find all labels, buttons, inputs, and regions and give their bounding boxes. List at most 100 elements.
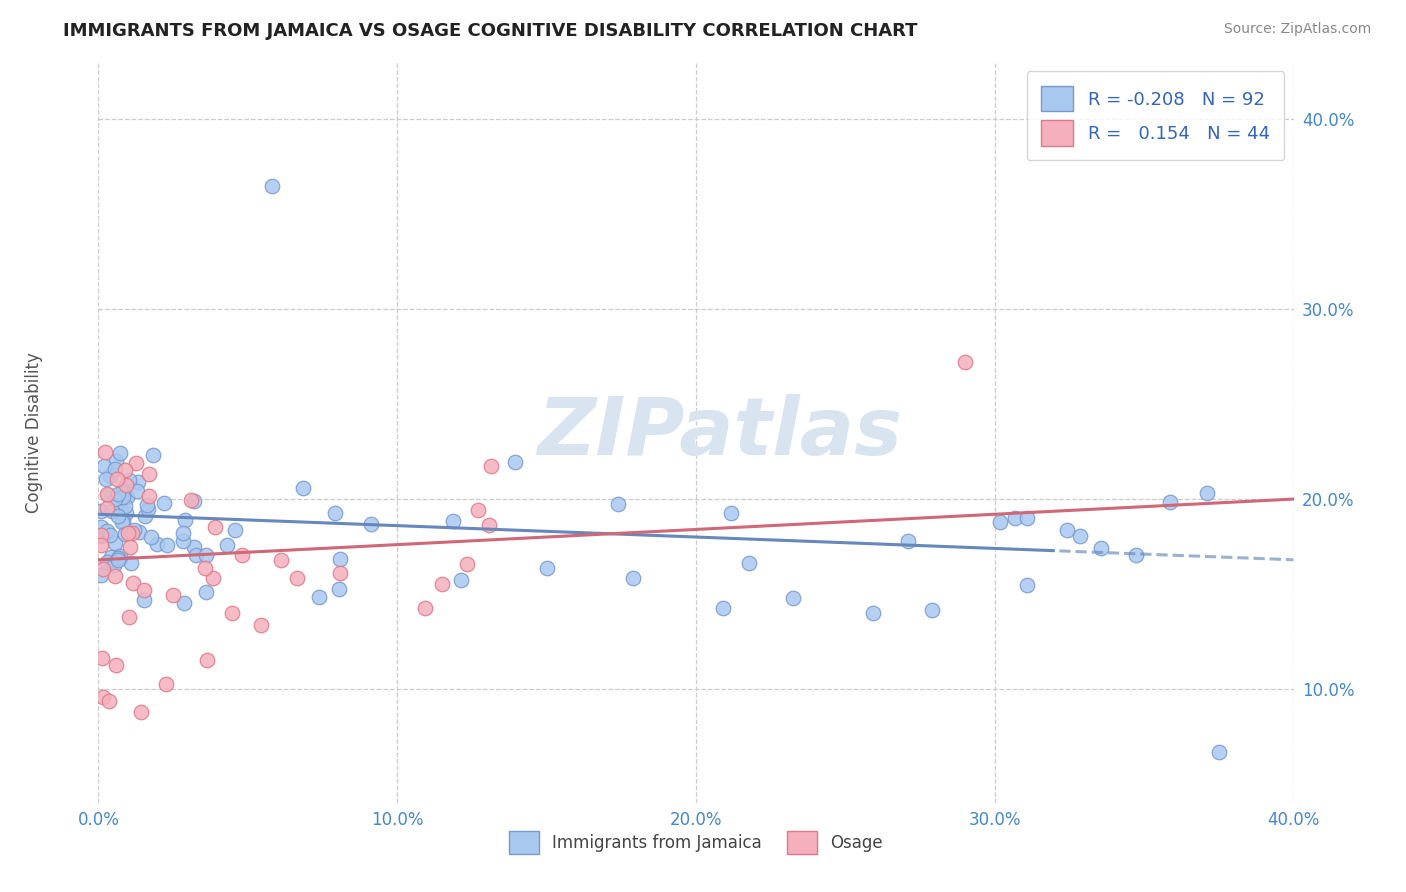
Point xyxy=(202,571,225,585)
Text: ZIPatlas: ZIPatlas xyxy=(537,393,903,472)
Point xyxy=(90,651,112,665)
Point xyxy=(94,472,117,486)
Point xyxy=(111,515,134,529)
Point xyxy=(111,490,134,504)
Point xyxy=(125,483,148,498)
Point xyxy=(738,556,761,570)
Point xyxy=(249,617,271,632)
Point xyxy=(90,538,112,552)
Point xyxy=(115,490,138,504)
Point xyxy=(104,454,127,468)
Point xyxy=(121,526,143,541)
Point xyxy=(124,523,146,537)
Point xyxy=(162,588,184,602)
Point xyxy=(308,591,330,605)
Point xyxy=(138,467,160,481)
Point xyxy=(896,534,918,549)
Point xyxy=(134,582,156,597)
Point xyxy=(621,571,644,585)
Point xyxy=(152,495,174,509)
Point xyxy=(103,558,125,573)
Point xyxy=(142,448,165,462)
Point xyxy=(270,553,292,567)
Point xyxy=(98,469,121,483)
Point xyxy=(1208,745,1230,759)
Point xyxy=(360,517,382,532)
Legend: Immigrants from Jamaica, Osage: Immigrants from Jamaica, Osage xyxy=(502,824,890,861)
Point xyxy=(100,549,122,564)
Point xyxy=(118,610,141,624)
Text: IMMIGRANTS FROM JAMAICA VS OSAGE COGNITIVE DISABILITY CORRELATION CHART: IMMIGRANTS FROM JAMAICA VS OSAGE COGNITI… xyxy=(63,22,918,40)
Point xyxy=(172,525,194,540)
Point xyxy=(135,498,157,512)
Point xyxy=(988,515,1011,529)
Point xyxy=(127,475,149,490)
Point xyxy=(105,472,128,486)
Point xyxy=(1195,486,1218,500)
Point xyxy=(108,505,131,519)
Point xyxy=(101,504,124,518)
Point xyxy=(118,473,141,487)
Point xyxy=(193,561,215,575)
Point xyxy=(260,178,283,193)
Point xyxy=(98,694,121,708)
Point xyxy=(329,552,352,566)
Point xyxy=(291,481,314,495)
Point xyxy=(115,506,138,520)
Point xyxy=(96,555,118,569)
Point xyxy=(195,548,218,562)
Point xyxy=(112,483,135,498)
Point xyxy=(231,549,253,563)
Point xyxy=(287,571,309,585)
Point xyxy=(107,551,129,566)
Point xyxy=(122,576,145,591)
Point xyxy=(1069,529,1091,543)
Point xyxy=(114,499,136,513)
Point xyxy=(456,558,478,572)
Point xyxy=(921,603,943,617)
Text: Source: ZipAtlas.com: Source: ZipAtlas.com xyxy=(1223,22,1371,37)
Point xyxy=(120,556,142,570)
Point xyxy=(117,526,139,541)
Point xyxy=(138,489,160,503)
Point xyxy=(90,528,112,542)
Point xyxy=(132,592,155,607)
Point xyxy=(173,597,195,611)
Point xyxy=(129,705,152,719)
Y-axis label: Cognitive Disability: Cognitive Disability xyxy=(25,352,42,513)
Point xyxy=(96,524,118,538)
Point xyxy=(114,462,136,476)
Point xyxy=(114,527,136,541)
Point xyxy=(155,677,177,691)
Point xyxy=(328,582,350,596)
Point xyxy=(503,455,526,469)
Point xyxy=(93,458,115,473)
Point xyxy=(325,506,347,520)
Point xyxy=(105,658,128,673)
Point xyxy=(194,585,217,599)
Point xyxy=(183,541,205,555)
Point xyxy=(110,491,132,505)
Point xyxy=(107,508,129,523)
Point xyxy=(1017,578,1039,592)
Point xyxy=(98,528,121,542)
Point xyxy=(93,444,115,458)
Point xyxy=(183,493,205,508)
Point xyxy=(782,591,804,606)
Point xyxy=(195,653,218,667)
Point xyxy=(1056,523,1078,537)
Point xyxy=(329,566,352,580)
Point xyxy=(862,606,884,620)
Point xyxy=(146,537,169,551)
Point xyxy=(124,457,146,471)
Point xyxy=(415,600,437,615)
Point xyxy=(172,533,194,548)
Point xyxy=(90,528,112,542)
Point xyxy=(90,520,112,534)
Point xyxy=(114,477,136,491)
Point xyxy=(104,568,127,582)
Point xyxy=(204,519,226,533)
Point xyxy=(108,550,131,565)
Point xyxy=(112,515,135,529)
Point xyxy=(104,536,127,550)
